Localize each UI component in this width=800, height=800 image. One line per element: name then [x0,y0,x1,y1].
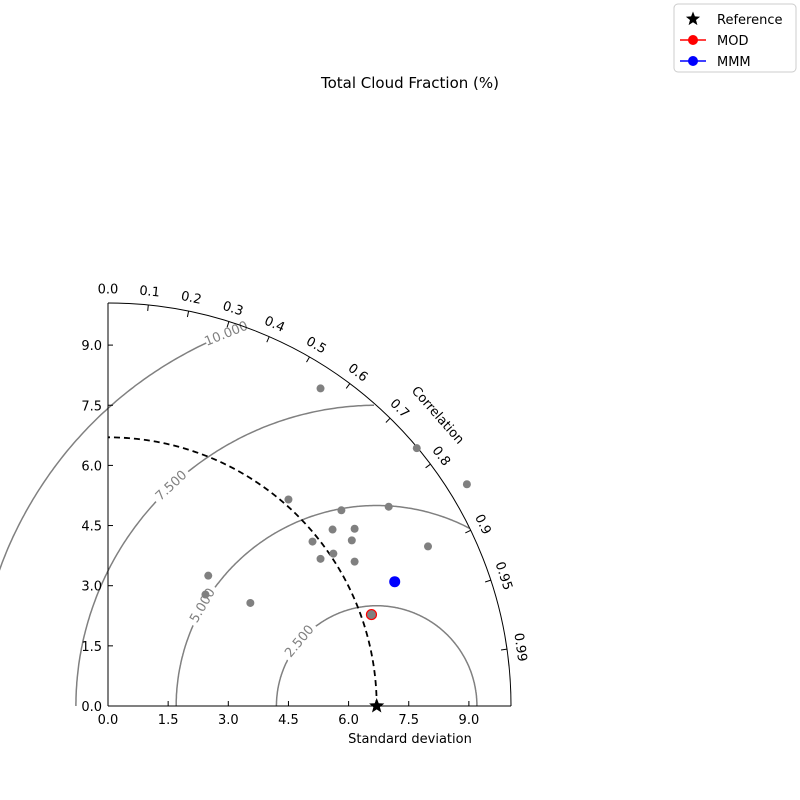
correlation-tick-3 [226,321,230,328]
legend-marker-1 [688,35,698,45]
correlation-axis-label: Correlation [408,384,467,448]
model-point-5 [384,502,393,511]
mmm-point [389,576,401,588]
y-tick-label-6: 9.0 [81,339,102,354]
legend-label-1: MOD [717,34,748,49]
rms-label-background-0 [278,618,321,665]
chart-title: Total Cloud Fraction (%) [320,74,499,92]
correlation-tick-11 [500,648,508,651]
reference-std-arc [107,436,378,707]
correlation-tick-7 [385,417,391,423]
axes [107,302,512,707]
model-point-7 [350,524,359,533]
legend-label-0: Reference [717,13,782,28]
tick-marks: 0.00.01.51.53.03.04.54.56.06.07.57.59.09… [81,282,529,728]
correlation-tick-2 [186,311,190,318]
model-point-14 [204,571,213,580]
correlation-tick-label-1: 0.1 [139,284,161,301]
model-point-6 [328,525,337,534]
correlation-tick-label-6: 0.6 [345,361,371,385]
correlation-tick-label-2: 0.2 [180,289,203,308]
rms-label-background-3 [202,317,251,351]
model-point-1 [412,444,421,453]
model-point-4 [337,506,346,515]
correlation-tick-label-0: 0.0 [98,282,119,297]
correlation-tick-9 [465,529,471,534]
model-point-15 [201,590,210,599]
x-tick-label-1: 1.5 [158,713,179,728]
rms-contour-1 [175,504,470,706]
y-tick-label-3: 4.5 [81,520,102,535]
x-tick-label-3: 4.5 [278,713,299,728]
correlation-tick-label-10: 0.95 [492,560,515,592]
y-tick-label-2: 3.0 [81,580,102,595]
correlation-tick-4 [266,336,270,343]
model-point-0 [316,384,325,393]
model-point-16 [246,598,255,607]
model-point-2 [462,480,471,489]
correlation-tick-1 [147,304,149,312]
legend-marker-reference [685,11,701,26]
reference-std-dashed-arc [107,436,378,707]
y-tick-label-4: 6.0 [81,459,102,474]
data-points [201,384,471,713]
correlation-tick-label-3: 0.3 [221,299,245,320]
model-point-11 [329,549,338,558]
correlation-tick-label-11: 0.99 [510,632,529,663]
y-tick-label-1: 1.5 [81,640,102,655]
x-tick-label-6: 9.0 [459,713,480,728]
correlation-tick-label-7: 0.7 [387,396,412,421]
x-tick-label-5: 7.5 [398,713,419,728]
model-point-10 [423,542,432,551]
model-point-12 [316,554,325,563]
correlation-tick-5 [306,356,310,363]
legend-label-2: MMM [717,55,751,70]
outer-correlation-arc [107,302,512,707]
legend-marker-2 [688,56,698,66]
correlation-tick-8 [425,463,431,469]
model-point-8 [308,537,317,546]
model-point-13 [350,557,359,566]
x-tick-label-2: 3.0 [218,713,239,728]
correlation-tick-label-4: 0.4 [262,314,287,336]
x-tick-label-4: 6.0 [338,713,359,728]
model-point-3 [284,495,293,504]
correlation-tick-label-9: 0.9 [471,512,494,537]
model-point-9 [347,536,356,545]
x-tick-label-0: 0.0 [98,713,119,728]
correlation-tick-label-5: 0.5 [303,334,328,357]
reference-star [369,698,385,713]
correlation-tick-label-8: 0.8 [429,444,453,470]
correlation-tick-10 [484,579,492,583]
y-tick-label-0: 0.0 [81,700,102,715]
rms-label-background-1 [184,582,222,630]
rms-label-background-2 [149,464,194,508]
legend-box [673,3,797,73]
rms-contour-2 [75,404,374,706]
rms-contour-3 [0,327,244,571]
mod-point [365,608,378,621]
rms-contour-label-3: 10.000 [203,319,251,350]
legend: Reference MOD MMM [673,3,797,73]
y-tick-label-5: 7.5 [81,399,102,414]
x-axis-label: Standard deviation [348,732,472,747]
correlation-tick-6 [345,383,351,389]
